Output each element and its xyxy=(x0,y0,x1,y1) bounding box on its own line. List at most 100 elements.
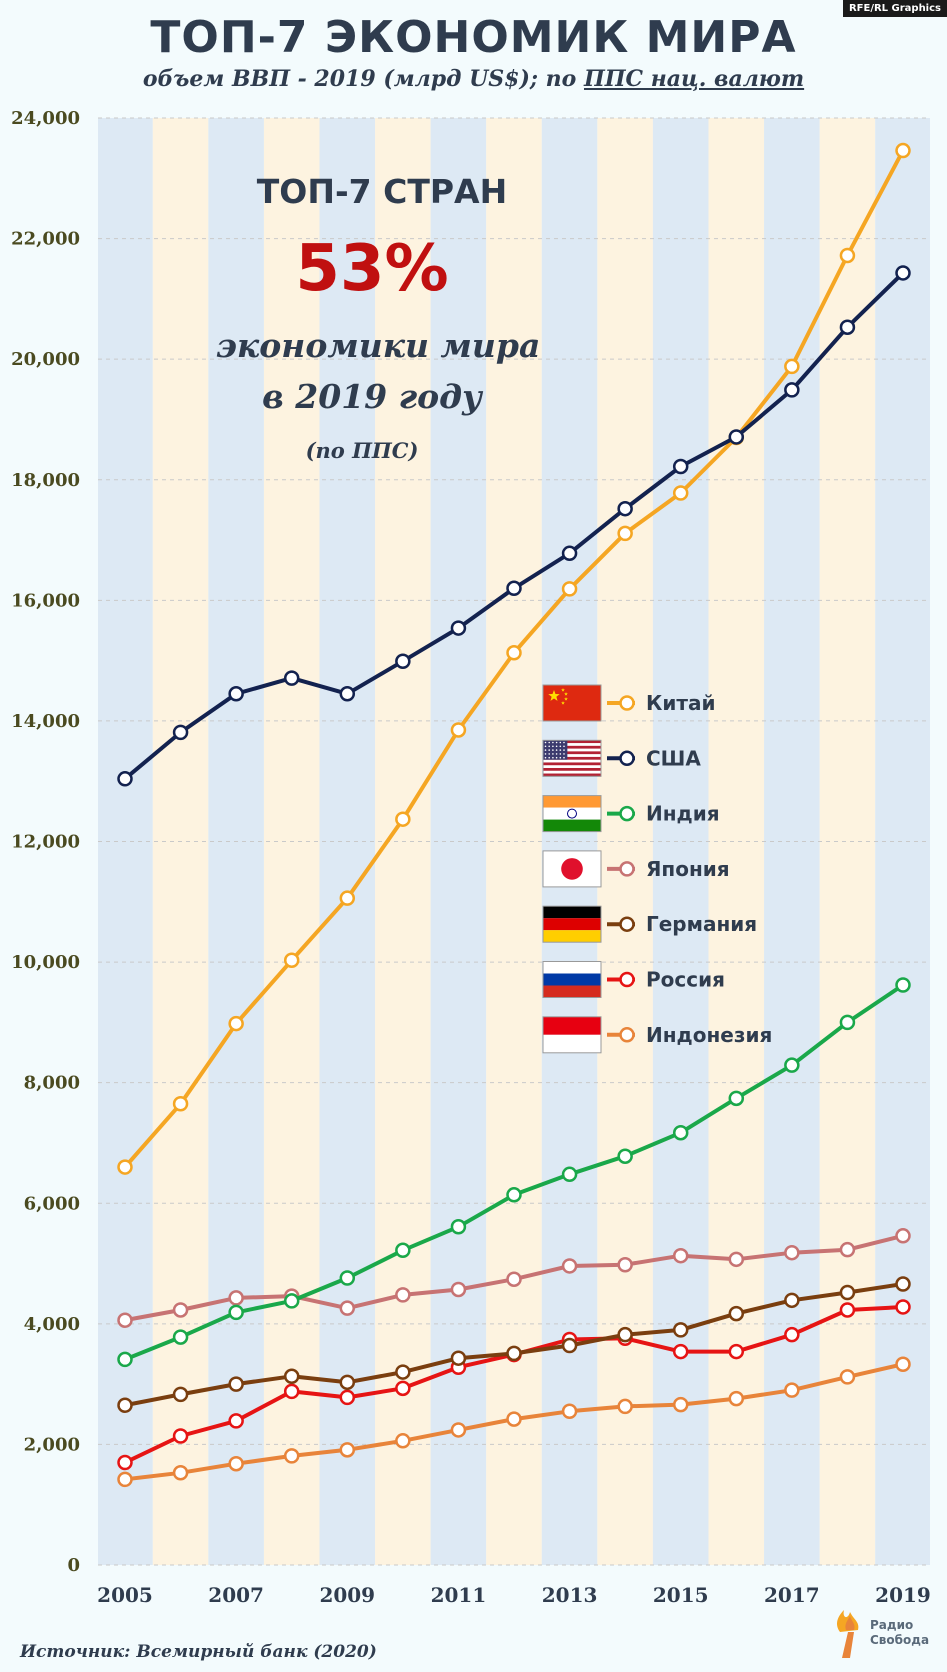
flag-band xyxy=(543,795,601,808)
data-point-indonesia xyxy=(117,1471,133,1488)
data-point-china xyxy=(283,952,300,969)
y-tick-label: 16,000 xyxy=(11,590,80,611)
data-point-usa xyxy=(561,545,578,562)
credit-badge: RFE/RL Graphics xyxy=(842,0,947,17)
data-point-usa xyxy=(117,771,133,787)
russia-flag-icon xyxy=(542,961,602,998)
flag-star xyxy=(563,756,565,759)
indonesia-flag-icon xyxy=(542,1016,602,1054)
data-point-japan xyxy=(561,1258,578,1274)
data-point-india xyxy=(561,1166,578,1183)
data-point-germany xyxy=(395,1364,411,1380)
flag-star xyxy=(552,745,554,748)
flag-band xyxy=(543,819,601,832)
callout-block: ТОП-7 СТРАН 53% экономики мира в 2019 го… xyxy=(216,172,541,463)
flag-stripe xyxy=(543,759,601,763)
data-point-usa xyxy=(895,265,911,281)
torch-logo-icon xyxy=(837,1610,859,1658)
data-point-china xyxy=(895,142,911,159)
data-point-india xyxy=(784,1057,800,1073)
data-point-china xyxy=(784,358,800,375)
data-point-germany xyxy=(450,1350,467,1366)
flag-band xyxy=(543,906,601,919)
flag-star xyxy=(559,749,562,751)
flag-band xyxy=(543,985,601,998)
data-point-indonesia xyxy=(339,1442,356,1458)
y-tick-label: 10,000 xyxy=(11,952,80,973)
data-point-usa xyxy=(506,580,522,597)
data-point-india xyxy=(172,1329,189,1345)
data-point-russia xyxy=(228,1413,244,1429)
data-point-china xyxy=(506,645,522,661)
data-point-germany xyxy=(784,1292,800,1309)
flag-stripe xyxy=(543,762,601,766)
data-point-indonesia xyxy=(395,1433,411,1449)
callout-line3: в 2019 году xyxy=(262,377,484,416)
data-point-japan xyxy=(895,1228,911,1244)
grid-lines xyxy=(98,117,930,1566)
data-point-russia xyxy=(283,1383,300,1400)
flag-star xyxy=(563,753,565,755)
data-point-indonesia xyxy=(784,1382,800,1398)
flag-band xyxy=(543,807,601,820)
japan-flag-icon xyxy=(542,850,602,888)
flag-star xyxy=(555,753,558,755)
legend-item-germany: Германия xyxy=(542,905,757,943)
flag-stripe xyxy=(543,773,601,777)
legend-item-india: Индия xyxy=(542,795,720,833)
y-tick-label: 18,000 xyxy=(11,470,80,491)
data-point-india xyxy=(117,1351,133,1368)
callout-line2: экономики мира xyxy=(216,326,541,365)
legend-label: Индонезия xyxy=(646,1023,772,1047)
flag-disc xyxy=(561,858,583,880)
flag-field xyxy=(543,685,601,721)
radio-svoboda-logo: Радио Свобода xyxy=(828,1602,938,1664)
flag-star xyxy=(544,756,547,759)
data-point-usa xyxy=(395,653,411,669)
page-subtitle: объем ВВП - 2019 (млрд US$); по ППС нац.… xyxy=(0,66,947,92)
x-tick-label: 2005 xyxy=(97,1583,153,1607)
data-point-india xyxy=(728,1090,745,1107)
data-point-russia xyxy=(117,1454,133,1471)
data-point-usa xyxy=(172,724,189,741)
flag-border xyxy=(542,850,602,888)
data-point-germany xyxy=(506,1345,522,1362)
flag-stripe xyxy=(543,743,601,747)
data-point-indonesia xyxy=(617,1398,633,1415)
data-point-usa xyxy=(450,620,467,636)
subtitle-text: объем ВВП - 2019 (млрд US$); по xyxy=(142,66,584,92)
flag-star xyxy=(544,749,547,751)
data-point-indonesia xyxy=(672,1396,689,1413)
flag-canton xyxy=(543,740,568,760)
flag-star xyxy=(548,690,560,701)
flag-star xyxy=(548,745,550,748)
data-point-india xyxy=(672,1124,689,1141)
y-tick-label: 0 xyxy=(67,1555,80,1576)
data-point-usa xyxy=(339,686,356,702)
data-point-usa xyxy=(839,319,856,335)
data-point-indonesia xyxy=(228,1455,244,1472)
flag-star xyxy=(544,741,547,744)
data-point-indonesia xyxy=(895,1356,911,1372)
data-point-china xyxy=(117,1159,133,1175)
flag-star xyxy=(561,701,565,705)
x-tick-label: 2015 xyxy=(653,1583,709,1607)
data-point-usa xyxy=(672,458,689,475)
flag-star xyxy=(564,697,568,701)
flag-star xyxy=(544,745,547,748)
data-point-japan xyxy=(839,1241,856,1258)
data-point-indonesia xyxy=(283,1448,300,1464)
data-point-usa xyxy=(617,500,633,517)
data-point-russia xyxy=(728,1343,745,1360)
y-tick-label: 22,000 xyxy=(11,229,80,250)
data-point-china xyxy=(339,890,356,906)
data-point-germany xyxy=(895,1276,911,1292)
logo-text-line1: Радио xyxy=(870,1618,914,1632)
data-point-india xyxy=(339,1270,356,1286)
callout-heading: ТОП-7 СТРАН xyxy=(257,172,507,211)
data-point-germany xyxy=(561,1337,578,1354)
x-tick-label: 2011 xyxy=(431,1583,487,1607)
page-title: ТОП-7 ЭКОНОМИК МИРА xyxy=(150,12,797,63)
data-point-india xyxy=(228,1304,244,1321)
legend-item-china: Китай xyxy=(542,684,715,722)
